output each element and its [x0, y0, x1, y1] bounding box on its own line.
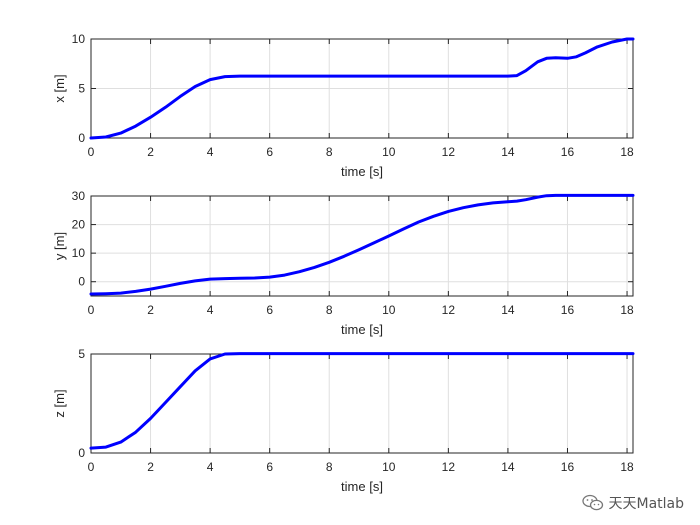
y-tick-label: 5 [78, 82, 85, 96]
x-tick-label: 12 [442, 145, 456, 159]
x-tick-label: 0 [88, 145, 95, 159]
x-tick-label: 4 [207, 145, 214, 159]
plot-area [91, 196, 633, 296]
x-tick-label: 16 [561, 460, 575, 474]
x-tick-label: 2 [147, 145, 154, 159]
x-tick-label: 8 [326, 303, 333, 317]
x-tick-label: 0 [88, 460, 95, 474]
x-tick-label: 16 [561, 303, 575, 317]
y-tick-label: 20 [72, 218, 86, 232]
x-tick-label: 6 [266, 303, 273, 317]
x-tick-label: 10 [382, 460, 396, 474]
y-tick-label: 5 [78, 347, 85, 361]
x-tick-label: 16 [561, 145, 575, 159]
x-tick-label: 14 [501, 460, 515, 474]
watermark: 天天Matlab [582, 493, 684, 513]
x-tick-label: 14 [501, 145, 515, 159]
subplot-1: 0 2 4 6 8 10 12 14 16 18 0 5 10 time [s] x [m] [52, 32, 635, 179]
x-tick-label: 2 [147, 460, 154, 474]
x-tick-label: 4 [207, 460, 214, 474]
y-tick-label: 0 [78, 446, 85, 460]
subplot-3: 0 2 4 6 8 10 12 14 16 18 0 5 time [s] z [m] [52, 347, 635, 494]
x-tick-label: 2 [147, 303, 154, 317]
y-tick-label: 10 [72, 246, 86, 260]
y-axis-label: y [m] [52, 232, 67, 260]
x-tick-label: 8 [326, 145, 333, 159]
wechat-icon [582, 494, 604, 511]
x-tick-label: 0 [88, 303, 95, 317]
x-tick-label: 12 [442, 460, 456, 474]
series-line-1 [89, 37, 635, 140]
subplot-2: 0 2 4 6 8 10 12 14 16 18 0 10 20 30 time [s] y [m] [52, 189, 635, 337]
x-tick-label: 12 [442, 303, 456, 317]
plot-area [91, 354, 633, 453]
x-tick-label: 18 [620, 460, 634, 474]
series-line-1 [89, 352, 635, 450]
x-tick-label: 10 [382, 303, 396, 317]
x-tick-label: 14 [501, 303, 515, 317]
x-axis-label: time [s] [341, 164, 383, 179]
y-tick-label: 30 [72, 189, 86, 203]
axes-box [90, 195, 634, 297]
y-axis-label: z [m] [52, 389, 67, 417]
x-axis-label: time [s] [341, 479, 383, 494]
x-axis-label: time [s] [341, 322, 383, 337]
y-tick-label: 0 [78, 275, 85, 289]
y-tick-label: 10 [72, 32, 86, 46]
y-tick-label: 0 [78, 131, 85, 145]
x-tick-label: 18 [620, 145, 634, 159]
x-tick-label: 18 [620, 303, 634, 317]
x-tick-label: 6 [266, 460, 273, 474]
y-axis-label: x [m] [52, 74, 67, 102]
watermark-text: 天天Matlab [608, 496, 684, 512]
series-line-1 [89, 193, 635, 296]
x-tick-label: 8 [326, 460, 333, 474]
x-tick-label: 10 [382, 145, 396, 159]
x-tick-label: 4 [207, 303, 214, 317]
x-tick-label: 6 [266, 145, 273, 159]
